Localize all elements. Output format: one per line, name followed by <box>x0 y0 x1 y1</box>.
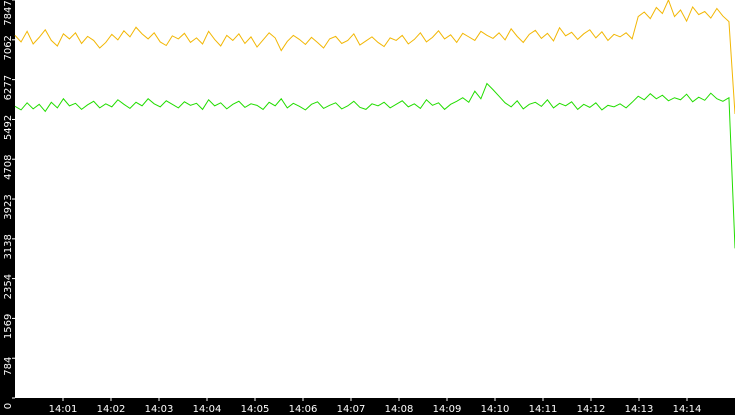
x-tick-label: 14:11 <box>529 404 558 415</box>
x-tick-label: 14:02 <box>97 404 126 415</box>
x-tick-label: 14:14 <box>673 404 702 415</box>
x-tick-label: 14:04 <box>193 404 222 415</box>
y-tick-label: 6277 <box>3 75 14 100</box>
series-line <box>14 82 735 249</box>
y-tick-label: 4708 <box>3 154 14 179</box>
y-tick-label: 3923 <box>3 194 14 219</box>
series-line <box>14 0 735 115</box>
y-tick-label: 0 <box>3 403 14 409</box>
x-tick-label: 14:10 <box>481 404 510 415</box>
x-tick-label: 14:08 <box>385 404 414 415</box>
x-tick-label: 14:06 <box>289 404 318 415</box>
y-tick-label: 7847 <box>3 0 14 25</box>
y-tick-label: 2354 <box>3 274 14 299</box>
plot-area <box>15 0 735 398</box>
x-tick-label: 14:12 <box>577 404 606 415</box>
x-tick-label: 14:03 <box>145 404 174 415</box>
y-tick-label: 784 <box>3 357 14 376</box>
y-tick-label: 1569 <box>3 314 14 339</box>
x-tick-label: 14:13 <box>625 404 654 415</box>
y-tick-label: 5492 <box>3 115 14 140</box>
x-tick-label: 14:05 <box>241 404 270 415</box>
x-tick-label: 14:07 <box>337 404 366 415</box>
y-tick-label: 7062 <box>3 35 14 60</box>
x-tick-label: 14:01 <box>49 404 78 415</box>
x-tick-label: 14:09 <box>433 404 462 415</box>
y-tick-label: 3138 <box>3 234 14 259</box>
